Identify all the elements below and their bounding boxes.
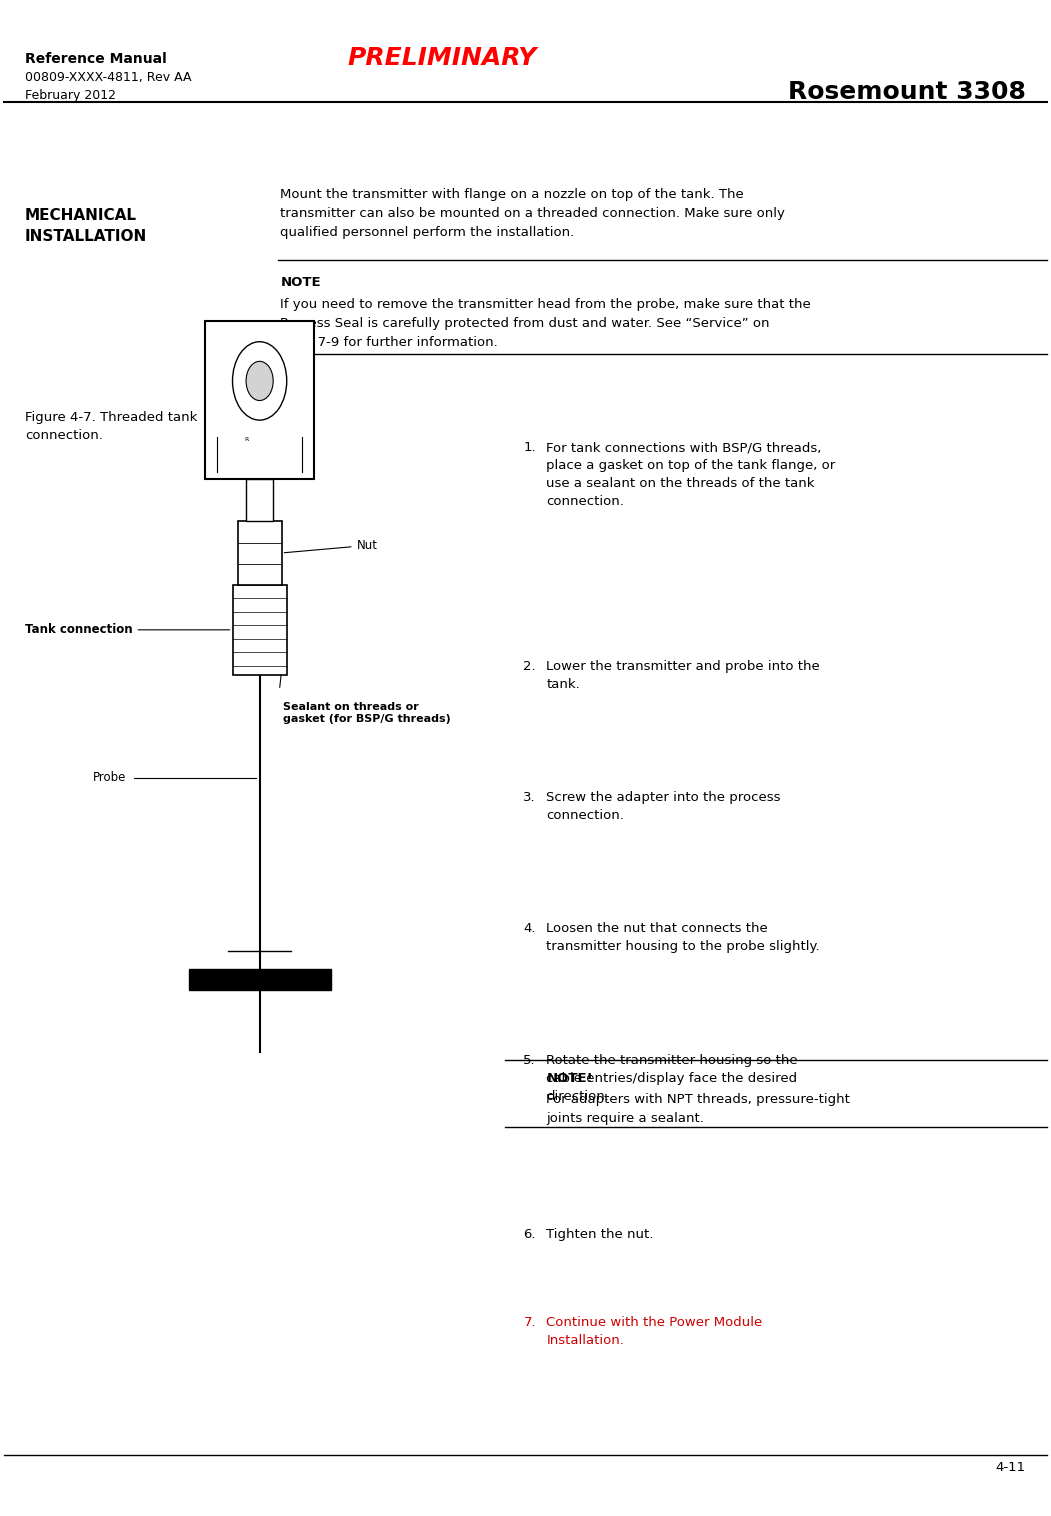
Bar: [232, 585, 287, 675]
Text: For adapters with NPT threads, pressure-tight
joints require a sealant.: For adapters with NPT threads, pressure-…: [547, 1093, 850, 1125]
Bar: [246, 479, 273, 522]
Text: 4-11: 4-11: [996, 1461, 1026, 1474]
Text: Rotate the transmitter housing so the
cable entries/display face the desired
dir: Rotate the transmitter housing so the ca…: [547, 1054, 798, 1102]
Text: If you need to remove the transmitter head from the probe, make sure that the
Pr: If you need to remove the transmitter he…: [281, 299, 811, 349]
Text: R: R: [244, 438, 248, 443]
Text: Tighten the nut.: Tighten the nut.: [547, 1228, 654, 1242]
Text: 4.: 4.: [523, 922, 536, 935]
Text: NOTE: NOTE: [281, 276, 322, 288]
Text: Sealant on threads or
gasket (for BSP/G threads): Sealant on threads or gasket (for BSP/G …: [283, 702, 450, 723]
Text: 2.: 2.: [523, 659, 536, 673]
Text: Continue with the Power Module
Installation.: Continue with the Power Module Installat…: [547, 1316, 763, 1346]
Bar: [238, 522, 282, 585]
Text: Nut: Nut: [284, 538, 377, 553]
Text: Tank connection: Tank connection: [25, 623, 230, 637]
Text: Rosemount 3308: Rosemount 3308: [788, 79, 1026, 103]
Text: 1.: 1.: [523, 441, 536, 455]
Text: Figure 4-7. Threaded tank
connection.: Figure 4-7. Threaded tank connection.: [25, 411, 198, 443]
Bar: [189, 969, 330, 990]
Circle shape: [232, 341, 287, 420]
Text: 00809-XXXX-4811, Rev AA: 00809-XXXX-4811, Rev AA: [25, 71, 191, 83]
Bar: [205, 321, 314, 479]
Text: PRELIMINARY: PRELIMINARY: [348, 47, 537, 70]
Text: 5.: 5.: [523, 1054, 536, 1066]
Text: Loosen the nut that connects the
transmitter housing to the probe slightly.: Loosen the nut that connects the transmi…: [547, 922, 820, 954]
Text: 6.: 6.: [523, 1228, 536, 1242]
Text: February 2012: February 2012: [25, 88, 116, 102]
Text: NOTE!: NOTE!: [547, 1072, 593, 1084]
Text: Mount the transmitter with flange on a nozzle on top of the tank. The
transmitte: Mount the transmitter with flange on a n…: [281, 188, 785, 240]
Text: 7.: 7.: [523, 1316, 536, 1330]
Text: For tank connections with BSP/G threads,
place a gasket on top of the tank flang: For tank connections with BSP/G threads,…: [547, 441, 836, 508]
Text: Screw the adapter into the process
connection.: Screw the adapter into the process conne…: [547, 791, 781, 822]
Text: Lower the transmitter and probe into the
tank.: Lower the transmitter and probe into the…: [547, 659, 820, 691]
Circle shape: [246, 361, 273, 400]
Text: Probe: Probe: [92, 772, 126, 784]
Text: MECHANICAL
INSTALLATION: MECHANICAL INSTALLATION: [25, 208, 147, 244]
Text: Reference Manual: Reference Manual: [25, 53, 167, 67]
Text: 3.: 3.: [523, 791, 536, 803]
